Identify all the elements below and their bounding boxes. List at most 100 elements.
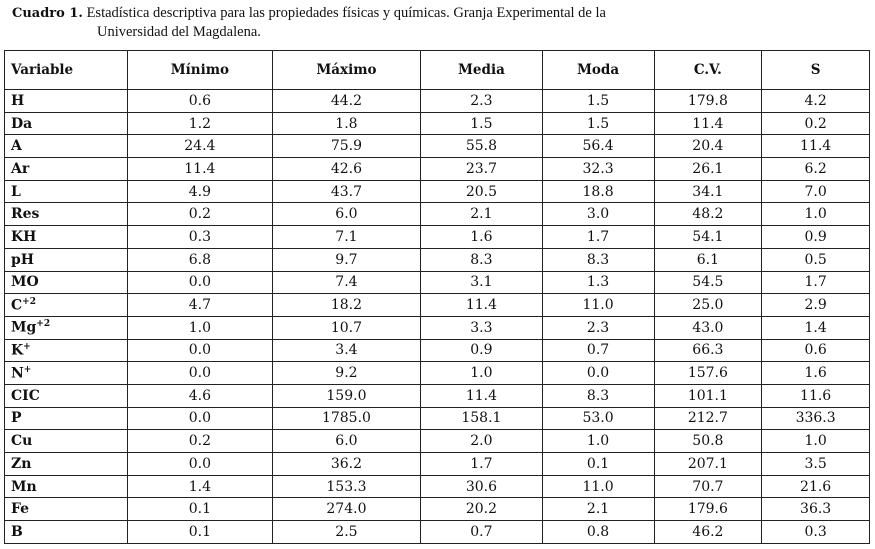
value-cell: 0.5 — [761, 247, 870, 272]
variable-cell: Res — [4, 202, 128, 227]
value-cell: 18.2 — [271, 293, 422, 317]
value-cell: 1.6 — [761, 361, 870, 385]
variable-cell: KH — [4, 225, 128, 249]
table-row: Mn 1.4 153.3 30.6 11.0 70.7 21.6 — [4, 474, 870, 499]
value-cell: 7.0 — [761, 179, 870, 204]
value-cell: 1.3 — [541, 270, 655, 295]
table-row: CIC 4.6 159.0 11.4 8.3 101.1 11.6 — [4, 383, 870, 408]
table-row: KH 0.3 7.1 1.6 1.7 54.1 0.9 — [4, 225, 870, 249]
variable-cell: N+ — [4, 361, 128, 385]
value-cell: 43.0 — [653, 315, 763, 340]
value-cell: 6.0 — [271, 429, 422, 453]
table-row: L 4.9 43.7 20.5 18.8 34.1 7.0 — [4, 179, 870, 204]
value-cell: 53.0 — [541, 406, 655, 431]
value-cell: 56.4 — [541, 134, 655, 159]
table-row: Fe 0.1 274.0 20.2 2.1 179.6 36.3 — [4, 497, 870, 522]
value-cell: 2.5 — [271, 520, 422, 544]
value-cell: 8.3 — [420, 247, 543, 272]
value-cell: 8.3 — [541, 383, 655, 408]
value-cell: 1.7 — [420, 452, 543, 476]
value-cell: 20.2 — [420, 497, 543, 522]
value-cell: 11.6 — [761, 383, 870, 408]
value-cell: 0.1 — [127, 497, 273, 522]
table-row: Zn 0.0 36.2 1.7 0.1 207.1 3.5 — [4, 452, 870, 476]
value-cell: 0.3 — [127, 225, 273, 249]
value-cell: 7.4 — [271, 270, 422, 295]
value-cell: 2.0 — [420, 429, 543, 453]
value-cell: 1.0 — [127, 315, 273, 340]
value-cell: 8.3 — [541, 247, 655, 272]
variable-name: Res — [11, 206, 40, 223]
value-cell: 26.1 — [653, 157, 763, 181]
table-row: pH 6.8 9.7 8.3 8.3 6.1 0.5 — [4, 247, 870, 272]
value-cell: 54.5 — [653, 270, 763, 295]
value-cell: 336.3 — [761, 406, 870, 431]
table-row: Res 0.2 6.0 2.1 3.0 48.2 1.0 — [4, 202, 870, 227]
variable-name: H — [11, 92, 25, 109]
value-cell: 46.2 — [653, 520, 763, 544]
value-cell: 2.1 — [541, 497, 655, 522]
value-cell: 0.0 — [127, 270, 273, 295]
value-cell: 54.1 — [653, 225, 763, 249]
caption-text-line2: Universidad del Magdalena. — [97, 24, 261, 40]
table-row: MO 0.0 7.4 3.1 1.3 54.5 1.7 — [4, 270, 870, 295]
value-cell: 9.2 — [271, 361, 422, 385]
value-cell: 0.0 — [127, 452, 273, 476]
variable-name: P — [11, 410, 22, 427]
value-cell: 55.8 — [420, 134, 543, 159]
value-cell: 179.6 — [653, 497, 763, 522]
variable-cell: C+2 — [4, 293, 128, 317]
variable-cell: Ar — [4, 157, 128, 181]
value-cell: 159.0 — [271, 383, 422, 408]
value-cell: 1.0 — [761, 202, 870, 227]
value-cell: 0.7 — [420, 520, 543, 544]
value-cell: 10.7 — [271, 315, 422, 340]
value-cell: 23.7 — [420, 157, 543, 181]
value-cell: 0.3 — [761, 520, 870, 544]
column-header: Moda — [541, 50, 655, 90]
value-cell: 1.4 — [127, 474, 273, 499]
table-row: K+ 0.0 3.4 0.9 0.7 66.3 0.6 — [4, 338, 870, 363]
value-cell: 43.7 — [271, 179, 422, 204]
variable-name: C — [11, 297, 23, 314]
value-cell: 2.3 — [541, 315, 655, 340]
value-cell: 2.1 — [420, 202, 543, 227]
value-cell: 1.0 — [541, 429, 655, 453]
variable-cell: P — [4, 406, 128, 431]
value-cell: 1.6 — [420, 225, 543, 249]
value-cell: 1.4 — [761, 315, 870, 340]
table-row: A 24.4 75.9 55.8 56.4 20.4 11.4 — [4, 134, 870, 159]
value-cell: 1.2 — [127, 111, 273, 136]
column-header: C.V. — [653, 50, 763, 90]
value-cell: 30.6 — [420, 474, 543, 499]
value-cell: 50.8 — [653, 429, 763, 453]
value-cell: 11.4 — [127, 157, 273, 181]
variable-name: K — [11, 342, 24, 359]
value-cell: 0.2 — [761, 111, 870, 136]
table-row: H 0.6 44.2 2.3 1.5 179.8 4.2 — [4, 89, 870, 113]
variable-cell: MO — [4, 270, 128, 295]
value-cell: 1.5 — [541, 89, 655, 113]
value-cell: 2.9 — [761, 293, 870, 317]
value-cell: 3.0 — [541, 202, 655, 227]
value-cell: 179.8 — [653, 89, 763, 113]
variable-cell: Cu — [4, 429, 128, 453]
value-cell: 18.8 — [541, 179, 655, 204]
value-cell: 0.8 — [541, 520, 655, 544]
value-cell: 2.3 — [420, 89, 543, 113]
value-cell: 0.6 — [127, 89, 273, 113]
value-cell: 0.0 — [127, 406, 273, 431]
value-cell: 274.0 — [271, 497, 422, 522]
value-cell: 4.2 — [761, 89, 870, 113]
value-cell: 1.8 — [271, 111, 422, 136]
value-cell: 34.1 — [653, 179, 763, 204]
value-cell: 21.6 — [761, 474, 870, 499]
value-cell: 6.0 — [271, 202, 422, 227]
value-cell: 0.1 — [541, 452, 655, 476]
value-cell: 75.9 — [271, 134, 422, 159]
value-cell: 4.9 — [127, 179, 273, 204]
value-cell: 0.6 — [761, 338, 870, 363]
variable-name: N — [11, 365, 24, 382]
caption-label: Cuadro 1. — [12, 6, 83, 21]
value-cell: 11.0 — [541, 474, 655, 499]
